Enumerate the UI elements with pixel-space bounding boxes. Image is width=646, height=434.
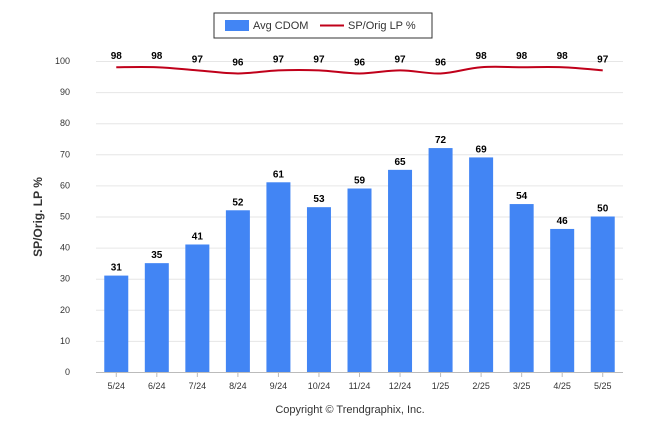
bar — [144, 263, 169, 372]
y-tick-label: 70 — [60, 149, 70, 159]
bar — [509, 204, 534, 372]
x-tick-label: 5/25 — [594, 381, 612, 391]
sp-orig-line — [116, 65, 603, 75]
x-tick-label: 10/24 — [308, 381, 331, 391]
bar-value-label: 59 — [354, 176, 366, 187]
bar-value-label: 31 — [111, 263, 123, 274]
y-axis-title: SP/Orig. LP % — [31, 177, 45, 257]
y-tick-label: 30 — [60, 274, 70, 284]
bar-value-label: 41 — [192, 231, 204, 242]
x-tick-label: 12/24 — [389, 381, 412, 391]
y-tick-label: 20 — [60, 305, 70, 315]
bar-series — [104, 148, 615, 372]
bar — [266, 182, 291, 372]
x-tick-label: 8/24 — [229, 381, 247, 391]
legend-swatch-bar — [225, 20, 249, 31]
x-tick-label: 7/24 — [189, 381, 207, 391]
line-value-label: 97 — [313, 54, 325, 65]
x-tick-label: 9/24 — [270, 381, 288, 391]
y-tick-label: 80 — [60, 118, 70, 128]
legend-label-bar: Avg CDOM — [253, 20, 308, 32]
line-value-label: 97 — [394, 54, 406, 65]
x-tick-label: 3/25 — [513, 381, 531, 391]
line-value-label: 98 — [516, 51, 528, 62]
bar-value-label: 69 — [476, 144, 488, 155]
y-tick-label: 50 — [60, 212, 70, 222]
y-tick-label: 40 — [60, 243, 70, 253]
y-tick-label: 10 — [60, 336, 70, 346]
bar — [185, 244, 210, 372]
y-tick-label: 60 — [60, 180, 70, 190]
bar-value-label: 50 — [597, 204, 609, 215]
x-tick-label: 1/25 — [432, 381, 450, 391]
y-axis-ticks: 0 10 20 30 40 50 60 70 80 90 100 — [55, 56, 70, 377]
x-tick-label: 2/25 — [472, 381, 490, 391]
bar — [428, 148, 453, 372]
x-tick-label: 11/24 — [349, 381, 371, 391]
line-value-label: 96 — [435, 57, 447, 68]
x-tick-label: 6/24 — [148, 381, 166, 391]
bar — [550, 228, 575, 372]
y-tick-label: 90 — [60, 87, 70, 97]
legend: Avg CDOM SP/Orig LP % — [213, 12, 433, 39]
bar — [469, 157, 494, 372]
bar — [104, 275, 129, 372]
line-value-label: 98 — [557, 51, 569, 62]
bar — [590, 216, 615, 372]
bar-value-label: 72 — [435, 135, 447, 146]
line-data-labels: 98 98 97 96 97 97 96 97 96 98 98 98 97 — [111, 51, 609, 68]
bar-value-label: 54 — [516, 191, 528, 202]
line-value-label: 97 — [192, 54, 204, 65]
x-axis-ticks: 5/24 6/24 7/24 8/24 9/24 10/24 11/24 12/24 1/25 2… — [108, 372, 612, 391]
line-series — [116, 65, 603, 75]
bar-value-label: 35 — [151, 250, 163, 261]
bar — [388, 169, 413, 372]
line-value-label: 96 — [354, 57, 366, 68]
bar-value-label: 61 — [273, 169, 285, 180]
bar-value-label: 46 — [557, 216, 569, 227]
line-value-label: 97 — [273, 54, 285, 65]
bar — [306, 207, 331, 372]
bar-value-label: 52 — [232, 197, 244, 208]
legend-label-line: SP/Orig LP % — [348, 20, 416, 32]
line-value-label: 98 — [151, 51, 163, 62]
bar — [347, 188, 372, 372]
y-tick-label: 0 — [65, 367, 70, 377]
line-value-label: 98 — [111, 51, 123, 62]
y-tick-label: 100 — [55, 56, 70, 66]
line-value-label: 98 — [476, 51, 488, 62]
bar — [225, 210, 250, 372]
bar-data-labels: 31 35 41 52 61 53 59 65 72 69 54 46 50 — [111, 135, 609, 274]
bar-value-label: 65 — [394, 157, 406, 168]
x-tick-label: 5/24 — [108, 381, 126, 391]
bar-value-label: 53 — [313, 194, 325, 205]
line-value-label: 96 — [232, 57, 244, 68]
copyright-text: Copyright © Trendgraphix, Inc. — [275, 404, 424, 416]
line-value-label: 97 — [597, 54, 609, 65]
x-tick-label: 4/25 — [553, 381, 571, 391]
